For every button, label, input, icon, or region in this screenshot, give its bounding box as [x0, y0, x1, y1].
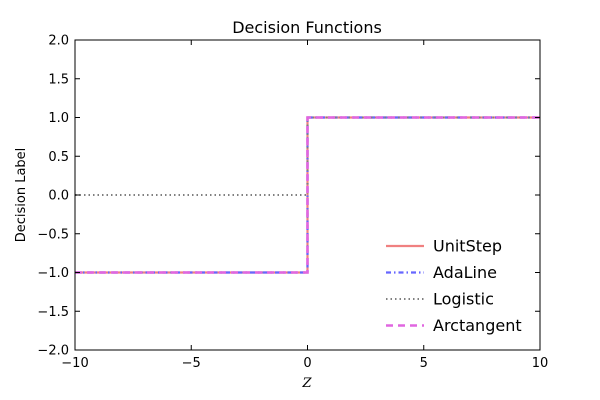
y-axis-label: Decision Label: [14, 148, 29, 243]
legend-label-adaline: AdaLine: [433, 263, 497, 282]
plot-frame: [74, 39, 541, 351]
y-tick-label: 0.0: [48, 189, 69, 204]
x-tick-label: 5: [420, 356, 428, 371]
x-tick-label: 10: [532, 356, 549, 371]
y-tick-label: −2.0: [37, 344, 69, 359]
y-tick-label: −1.0: [37, 266, 69, 281]
y-tick-label: 0.5: [48, 150, 69, 165]
legend-label-logistic: Logistic: [433, 290, 494, 309]
x-tick-label: −10: [61, 356, 88, 371]
legend-label-unitstep: UnitStep: [433, 237, 502, 256]
chart-title: Decision Functions: [232, 18, 382, 37]
axis-ticks: −10 −5 0 5 10 −2.0 −1.5 −1.0 −0.5 0.0 0.5 1.0 1.5 2.0: [37, 34, 548, 372]
y-tick-label: −1.5: [37, 305, 69, 320]
legend: UnitStep AdaLine Logistic Arctangent: [386, 237, 522, 335]
x-tick-label: −5: [182, 356, 201, 371]
series-lines: [75, 116, 540, 274]
series-line-adaline: [75, 116, 540, 274]
x-axis-label: Z: [301, 376, 312, 391]
legend-label-arctangent: Arctangent: [433, 316, 522, 335]
x-tick-label: 0: [303, 356, 311, 371]
y-tick-label: 2.0: [48, 34, 69, 49]
y-tick-label: 1.5: [48, 72, 69, 87]
y-tick-label: 1.0: [48, 111, 69, 126]
y-tick-label: −0.5: [37, 227, 69, 242]
